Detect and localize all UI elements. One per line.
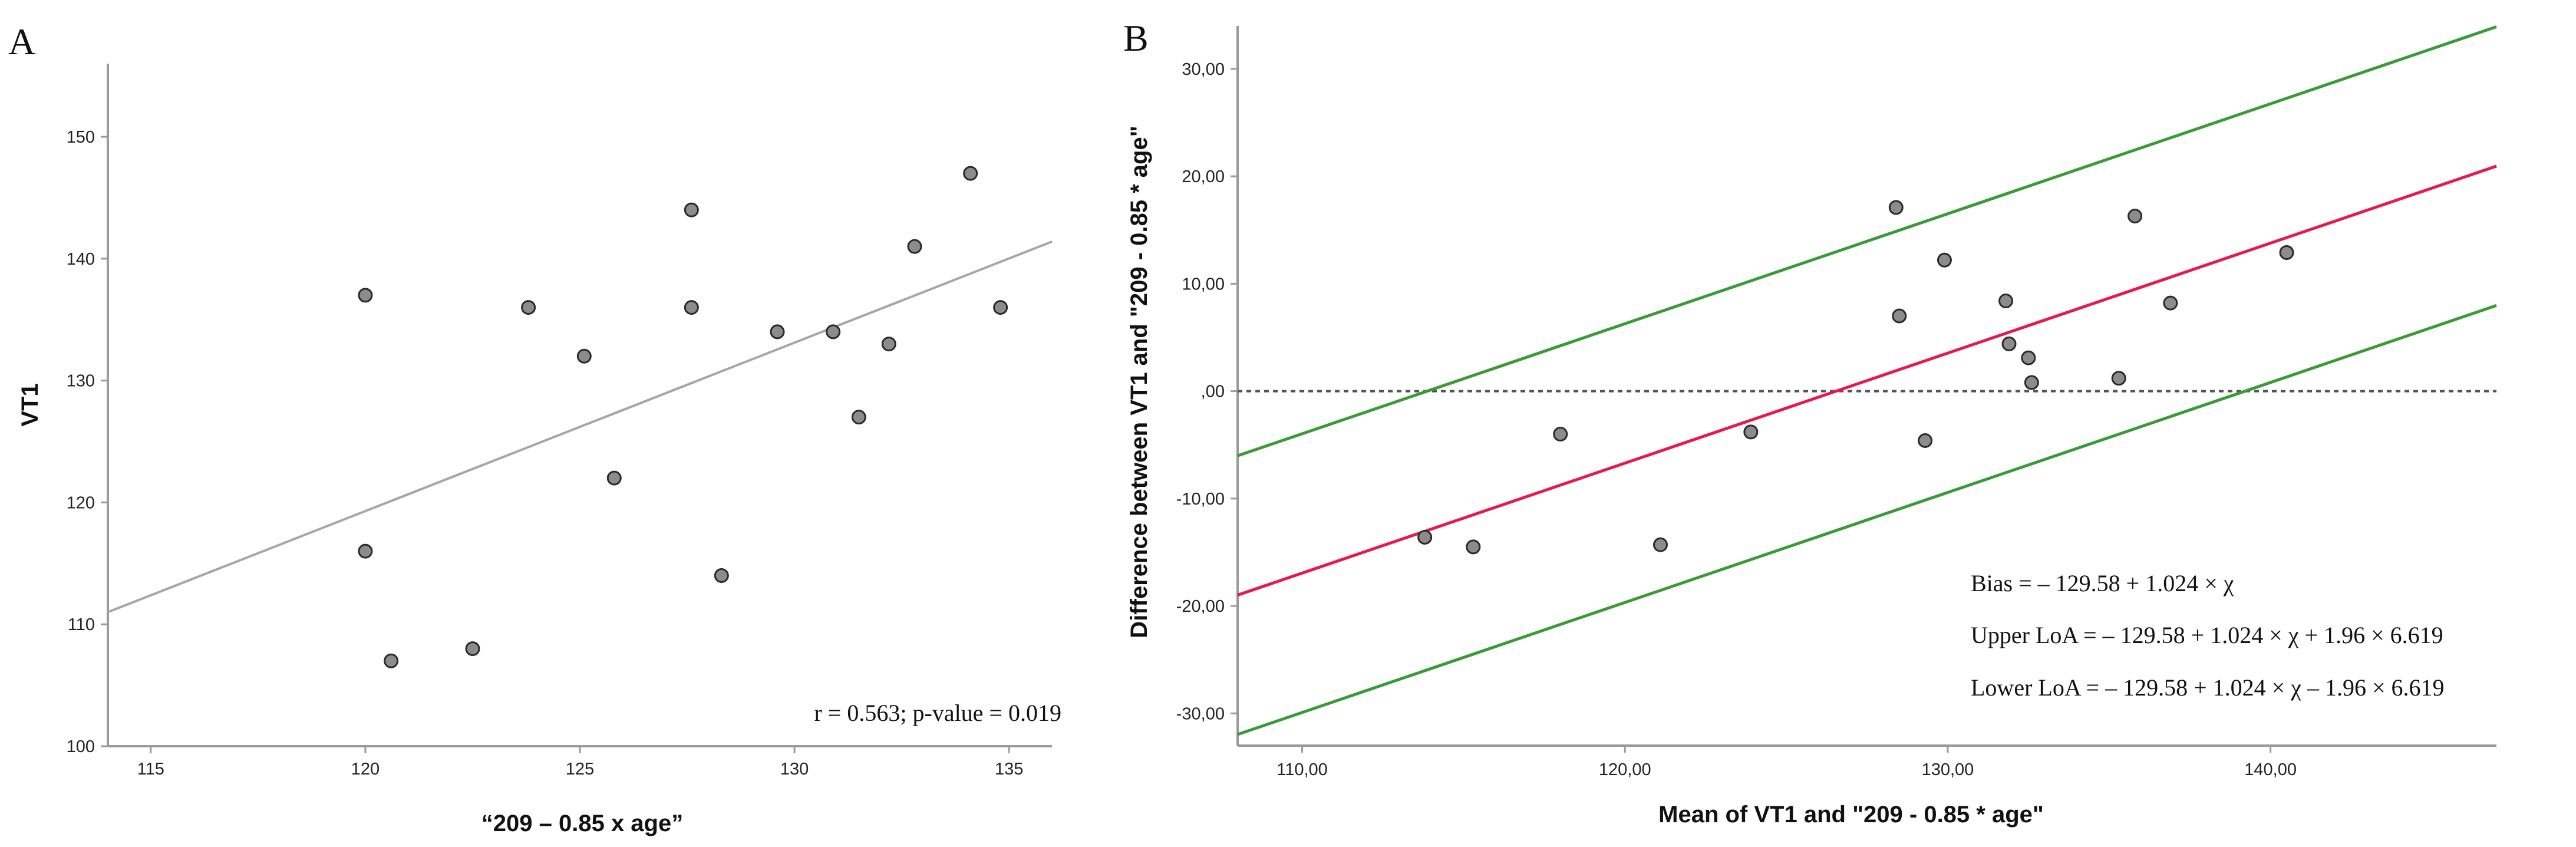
panel-b-y-tick-label: 30,00 bbox=[1182, 60, 1225, 79]
panel-a-data-point bbox=[714, 568, 729, 583]
panel-a-y-tick-label: 140 bbox=[67, 250, 95, 269]
panel-a-y-title: VT1 bbox=[17, 383, 43, 426]
panel-a-correlation-annotation: r = 0.563; p-value = 0.019 bbox=[814, 700, 1062, 726]
panel-b-points bbox=[1417, 200, 2294, 555]
panel-b-x-tick-label: 140,00 bbox=[2244, 760, 2297, 779]
panel-a-data-point bbox=[606, 470, 622, 486]
panel-a-data-point bbox=[881, 337, 896, 352]
panel-b-x-tick-label: 130,00 bbox=[1922, 760, 1974, 779]
panel-a-x-tick-label: 125 bbox=[566, 760, 594, 779]
panel-a-data-point bbox=[465, 641, 480, 657]
panel-a-data-point bbox=[826, 324, 841, 340]
panel-a-data-point bbox=[684, 202, 699, 217]
panel-b: B 110,00 120,00 130,00 140,00 -30,00-20,00-… bbox=[1123, 17, 2497, 828]
panel-b-y-tick-label: -30,00 bbox=[1176, 704, 1225, 723]
panel-b-data-point bbox=[1888, 200, 1904, 215]
panel-a-data-point bbox=[521, 300, 536, 315]
panel-b-data-point bbox=[2024, 375, 2039, 390]
panel-b-lower-loa-line bbox=[1237, 304, 2497, 736]
panel-b-lower-loa-annotation: Lower LoA = – 129.58 + 1.024 × χ – 1.96 … bbox=[1971, 674, 2445, 701]
panel-b-data-point bbox=[1653, 537, 1668, 552]
panel-a-data-point bbox=[576, 348, 592, 364]
panel-b-data-point bbox=[2111, 371, 2126, 386]
panel-b-data-point bbox=[1553, 427, 1568, 442]
panel-a-data-point bbox=[684, 300, 699, 315]
panel-a-data-point bbox=[907, 239, 922, 254]
panel-b-x-tick-label: 110,00 bbox=[1277, 760, 1328, 779]
panel-a-data-point bbox=[358, 288, 373, 303]
panel-b-data-point bbox=[1417, 529, 1433, 545]
panel-a-x-tick-label: 115 bbox=[137, 760, 164, 779]
panel-a-data-point bbox=[770, 324, 785, 340]
panel-a-x-ticks: 115 120 125 130 135 bbox=[137, 746, 1023, 779]
panel-b-x-title: Mean of VT1 and "209 - 0.85 * age" bbox=[1658, 802, 2044, 828]
panel-a-x-tick-label: 130 bbox=[780, 760, 809, 779]
panel-b-data-point bbox=[1466, 539, 1481, 555]
panel-a-y-tick-label: 130 bbox=[67, 372, 95, 391]
panel-a-data-point bbox=[358, 543, 373, 559]
panel-a-y-tick-label: 110 bbox=[68, 615, 95, 634]
panel-b-y-tick-label: -10,00 bbox=[1176, 490, 1225, 509]
panel-a-fit-line bbox=[107, 240, 1053, 614]
panel-b-label: B bbox=[1123, 17, 1149, 59]
panel-a-x-tick-label: 135 bbox=[995, 760, 1023, 779]
panel-b-data-point bbox=[1937, 252, 1952, 268]
panel-b-y-title: Difference between VT1 and "209 - 0.85 *… bbox=[1126, 126, 1152, 638]
panel-b-data-point bbox=[2128, 209, 2143, 224]
panel-a-y-tick-label: 150 bbox=[67, 128, 95, 147]
panel-a-points bbox=[358, 166, 1008, 668]
panel-b-data-point bbox=[2163, 295, 2178, 311]
panel-b-data-point bbox=[2021, 350, 2036, 365]
panel-b-y-tick-label: -20,00 bbox=[1176, 597, 1225, 616]
panel-a-y-tick-label: 120 bbox=[67, 493, 95, 512]
panel-a-y-ticks: 100 110 120 130 140 150 bbox=[67, 128, 108, 756]
panel-a-data-point bbox=[851, 410, 866, 425]
panel-b-bias-line bbox=[1237, 164, 2497, 597]
panel-b-y-tick-label: 10,00 bbox=[1182, 275, 1225, 294]
panel-b-y-ticks: -30,00 -20,00 -10,00 ,00 10,00 20,00 30,00 bbox=[1176, 60, 1238, 723]
panel-a-x-tick-label: 120 bbox=[351, 760, 380, 779]
panel-a-data-point bbox=[963, 166, 978, 181]
panel-b-data-point bbox=[1743, 424, 1759, 440]
panel-b-upper-loa-line bbox=[1237, 25, 2497, 457]
panel-a-y-tick-label: 100 bbox=[67, 737, 95, 756]
panel-b-x-ticks: 110,00 120,00 130,00 140,00 bbox=[1277, 746, 2297, 779]
panel-b-upper-loa-annotation: Upper LoA = – 129.58 + 1.024 × χ + 1.96 … bbox=[1971, 622, 2443, 648]
panel-a: A 115 120 125 130 135 100 110 120 130 140 150 “20… bbox=[8, 21, 1061, 836]
panel-b-bias-annotation: Bias = – 129.58 + 1.024 × χ bbox=[1971, 570, 2234, 596]
panel-b-data-point bbox=[1998, 294, 2014, 309]
panel-b-data-point bbox=[1918, 433, 1933, 448]
panel-b-y-tick-label: ,00 bbox=[1201, 383, 1225, 401]
panel-a-x-title: “209 – 0.85 x age” bbox=[481, 810, 683, 836]
panel-a-data-point bbox=[993, 300, 1008, 315]
panel-a-data-point bbox=[384, 653, 399, 668]
panel-b-y-tick-label: 20,00 bbox=[1182, 167, 1225, 186]
panel-a-label: A bbox=[8, 21, 35, 62]
panel-b-data-point bbox=[2001, 336, 2017, 351]
panel-b-data-point bbox=[1892, 308, 1907, 324]
panel-b-data-point bbox=[2279, 245, 2294, 261]
panel-b-x-tick-label: 120,00 bbox=[1599, 760, 1651, 779]
